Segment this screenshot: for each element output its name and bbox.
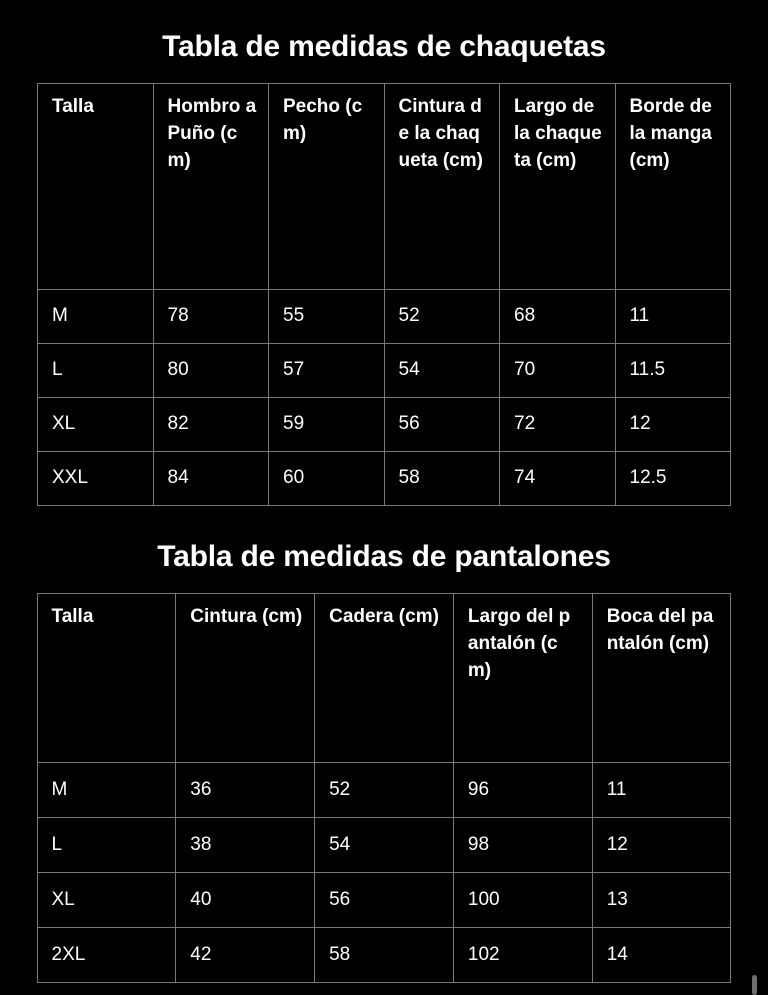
cell-borde-manga: 12.5 xyxy=(614,451,731,507)
jackets-table-title: Tabla de medidas de chaquetas xyxy=(162,30,606,64)
cell-size: M xyxy=(36,762,177,819)
column-header-cintura-chaqueta: Cintura de la chaqueta (cm) xyxy=(383,83,500,291)
column-header-borde-manga: Borde de la manga (cm) xyxy=(614,83,731,291)
cell-hombro-a-puno: 78 xyxy=(152,289,269,345)
table-header-row: Talla Hombro a Puño (cm) Pecho (cm) Cint… xyxy=(37,83,731,291)
column-header-talla: Talla xyxy=(36,593,177,764)
cell-largo-pantalon: 98 xyxy=(452,817,593,874)
pants-table-title: Tabla de medidas de pantalones xyxy=(157,540,611,574)
cell-pecho: 59 xyxy=(268,397,385,453)
measurements-page: Tabla de medidas de chaquetas Talla Homb… xyxy=(0,20,768,995)
cell-size: XL xyxy=(36,872,177,929)
cell-borde-manga: 11.5 xyxy=(614,343,731,399)
cell-size: L xyxy=(37,343,154,399)
cell-borde-manga: 12 xyxy=(614,397,731,453)
cell-cintura: 56 xyxy=(383,397,500,453)
cell-hombro-a-puno: 84 xyxy=(152,451,269,507)
column-header-talla: Talla xyxy=(37,83,154,291)
cell-pecho: 55 xyxy=(268,289,385,345)
cell-largo-pantalon: 100 xyxy=(452,872,593,929)
cell-cadera: 52 xyxy=(314,762,454,819)
cell-borde-manga: 11 xyxy=(614,289,731,345)
table-row: XL 40 56 100 13 xyxy=(36,872,732,929)
table-row: XXL 84 60 58 74 12.5 xyxy=(37,451,731,507)
column-header-cadera: Cadera (cm) xyxy=(314,593,454,764)
pants-table-body: M 36 52 96 11 L 38 54 98 12 XL 40 56 100… xyxy=(36,762,732,984)
cell-boca-pantalon: 12 xyxy=(591,817,732,874)
column-header-boca-pantalon: Boca del pantalón (cm) xyxy=(591,593,732,764)
cell-cadera: 56 xyxy=(314,872,454,929)
cell-pecho: 60 xyxy=(268,451,385,507)
table-header-row: Talla Cintura (cm) Cadera (cm) Largo del… xyxy=(36,593,732,764)
column-header-largo-pantalon: Largo del pantalón (cm) xyxy=(452,593,593,764)
cell-size: L xyxy=(36,817,177,874)
scrollbar-thumb[interactable] xyxy=(752,975,757,995)
vertical-scrollbar[interactable] xyxy=(752,975,757,995)
jackets-table-head: Talla Hombro a Puño (cm) Pecho (cm) Cint… xyxy=(37,83,731,291)
cell-cintura: 42 xyxy=(175,927,316,984)
table-row: XL 82 59 56 72 12 xyxy=(37,397,731,453)
column-header-hombro-a-puno: Hombro a Puño (cm) xyxy=(152,83,269,291)
table-row: L 38 54 98 12 xyxy=(36,817,732,874)
cell-pecho: 57 xyxy=(268,343,385,399)
pants-size-table: Talla Cintura (cm) Cadera (cm) Largo del… xyxy=(36,593,732,984)
cell-largo: 72 xyxy=(499,397,616,453)
cell-cintura: 54 xyxy=(383,343,500,399)
column-header-pecho: Pecho (cm) xyxy=(268,83,385,291)
cell-largo-pantalon: 96 xyxy=(452,762,593,819)
cell-size: M xyxy=(37,289,154,345)
cell-hombro-a-puno: 80 xyxy=(152,343,269,399)
cell-size: 2XL xyxy=(36,927,177,984)
jackets-size-table: Talla Hombro a Puño (cm) Pecho (cm) Cint… xyxy=(37,83,731,507)
table-row: L 80 57 54 70 11.5 xyxy=(37,343,731,399)
table-row: 2XL 42 58 102 14 xyxy=(36,927,732,984)
column-header-cintura: Cintura (cm) xyxy=(175,593,316,764)
cell-boca-pantalon: 11 xyxy=(591,762,732,819)
table-row: M 78 55 52 68 11 xyxy=(37,289,731,345)
cell-boca-pantalon: 13 xyxy=(591,872,732,929)
cell-cintura: 52 xyxy=(383,289,500,345)
cell-size: XL xyxy=(37,397,154,453)
cell-cadera: 54 xyxy=(314,817,454,874)
cell-size: XXL xyxy=(37,451,154,507)
pants-table-head: Talla Cintura (cm) Cadera (cm) Largo del… xyxy=(36,593,732,764)
cell-largo-pantalon: 102 xyxy=(452,927,593,984)
cell-cintura: 38 xyxy=(175,817,316,874)
cell-cintura: 36 xyxy=(175,762,316,819)
column-header-largo-chaqueta: Largo de la chaqueta (cm) xyxy=(499,83,616,291)
cell-boca-pantalon: 14 xyxy=(591,927,732,984)
cell-largo: 68 xyxy=(499,289,616,345)
cell-cintura: 58 xyxy=(383,451,500,507)
jackets-table-body: M 78 55 52 68 11 L 80 57 54 70 11.5 XL 8… xyxy=(37,289,731,507)
cell-cintura: 40 xyxy=(175,872,316,929)
cell-largo: 70 xyxy=(499,343,616,399)
cell-largo: 74 xyxy=(499,451,616,507)
cell-hombro-a-puno: 82 xyxy=(152,397,269,453)
table-row: M 36 52 96 11 xyxy=(36,762,732,819)
